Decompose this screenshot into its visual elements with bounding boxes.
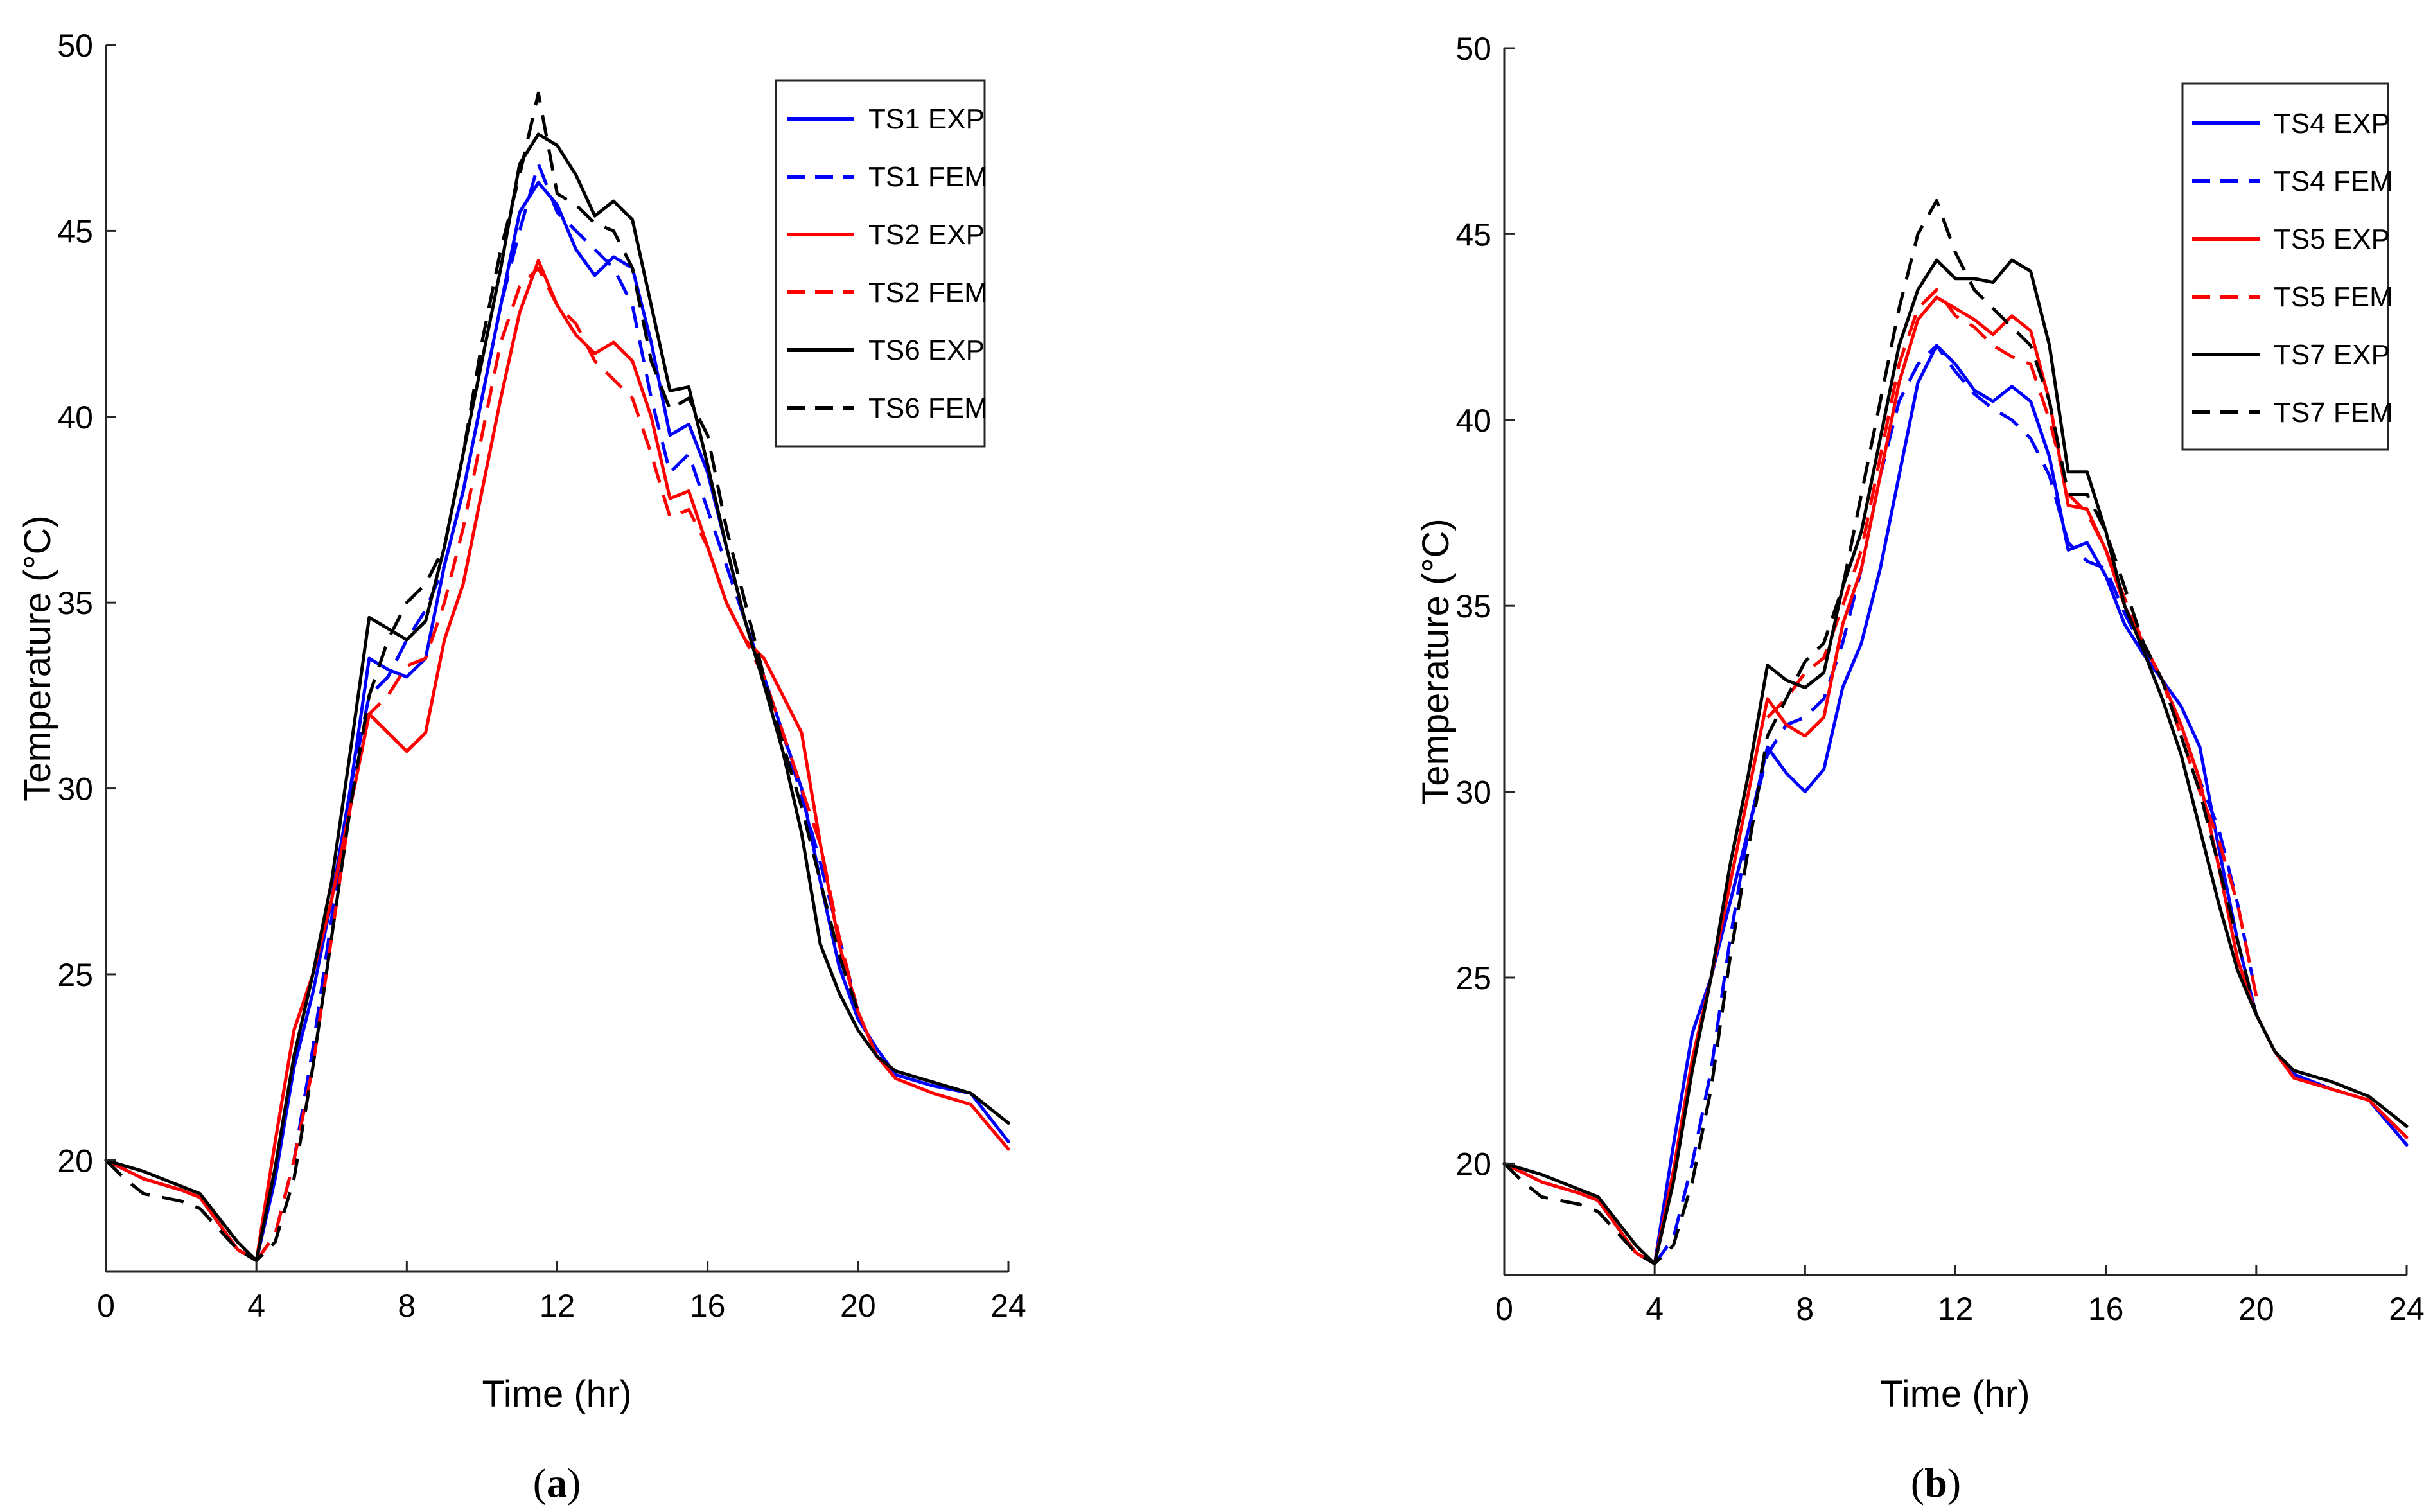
y-tick-label: 45	[1455, 216, 1491, 252]
series-group-a	[104, 91, 1010, 1263]
series-line-ts7-fem	[1503, 198, 2258, 1266]
legend-label: TS4 FEM	[2274, 166, 2393, 197]
panel-letter-a: a	[547, 1460, 567, 1506]
panel-letter-b: b	[1924, 1460, 1947, 1506]
y-tick-label: 30	[57, 771, 93, 807]
x-tick-label: 20	[2238, 1291, 2274, 1327]
series-line-ts6-exp	[104, 132, 1010, 1263]
legend-box-b	[2181, 82, 2389, 451]
legend-label: TS2 FEM	[868, 277, 988, 308]
panel-label-a: (a)	[533, 1460, 581, 1506]
series-line-ts1-exp	[104, 180, 1010, 1263]
legend-b: TS4 EXP TS4 FEM TS5 EXP TS5 FEM TS7 EXP TS7 F…	[2181, 82, 2393, 451]
y-axis-label-a: Temperature (°C)	[17, 515, 58, 801]
y-tick-label: 40	[57, 400, 93, 435]
x-tick-label: 0	[1495, 1291, 1513, 1327]
series-line-ts6-fem	[105, 91, 860, 1263]
x-tick-label: 12	[540, 1288, 575, 1324]
y-tick-label: 20	[1455, 1146, 1491, 1182]
x-tick-label: 16	[690, 1288, 726, 1324]
y-axis-label-b: Temperature (°C)	[1415, 518, 1457, 804]
chart-panel-b: 0 4 8 12 16 20 24 20 25 30 35 40 45 50 Time (hr) Temp…	[1415, 31, 2424, 1506]
y-tick-label: 35	[57, 585, 93, 621]
legend-label: TS1 EXP	[868, 103, 985, 135]
series-line-ts1-fem	[255, 162, 860, 1262]
legend-label: TS5 FEM	[2274, 281, 2393, 313]
ticks-group-b: 0 4 8 12 16 20 24 20 25 30 35 40 45 50	[1455, 31, 2424, 1327]
x-tick-label: 24	[990, 1288, 1026, 1324]
panel-label-b: (b)	[1911, 1460, 1961, 1506]
x-tick-label: 16	[2088, 1291, 2124, 1327]
series-line-ts7-exp	[1502, 258, 2409, 1266]
y-tick-label: 45	[57, 213, 93, 249]
legend-label: TS7 FEM	[2274, 397, 2393, 428]
x-tick-label: 4	[1646, 1291, 1664, 1327]
legend-box-a	[775, 79, 986, 448]
legend-label: TS7 EXP	[2274, 339, 2390, 371]
legend-a: TS1 EXP TS1 FEM TS2 EXP TS2 FEM TS6 EXP TS6 F…	[775, 79, 988, 448]
x-tick-label: 24	[2389, 1291, 2424, 1327]
legend-label: TS1 FEM	[868, 161, 988, 193]
legend-label: TS5 EXP	[2274, 224, 2390, 255]
legend-label: TS6 FEM	[868, 392, 988, 424]
y-tick-label: 20	[57, 1143, 93, 1179]
x-axis-label-a: Time (hr)	[482, 1373, 631, 1415]
ticks-group-a: 0 4 8 12 16 20 24 20 25 30 35 40 45 50	[57, 28, 1026, 1324]
y-tick-label: 50	[57, 28, 93, 64]
x-tick-label: 8	[398, 1288, 416, 1324]
chart-panel-a: 0 4 8 12 16 20 24 20 25 30 35 40 45 50 Time (hr) Temp…	[17, 28, 1026, 1506]
x-axis-label-b: Time (hr)	[1880, 1373, 2030, 1415]
y-tick-label: 25	[57, 957, 93, 993]
x-tick-label: 4	[247, 1288, 265, 1324]
series-line-ts4-exp	[1502, 344, 2409, 1266]
legend-label: TS2 EXP	[868, 219, 985, 251]
x-tick-label: 8	[1796, 1291, 1814, 1327]
y-tick-label: 25	[1455, 960, 1491, 996]
x-tick-label: 12	[1938, 1291, 1974, 1327]
legend-label: TS6 EXP	[868, 335, 985, 366]
y-tick-label: 30	[1455, 775, 1491, 811]
series-line-ts5-exp	[1502, 295, 2409, 1266]
legend-label: TS4 EXP	[2274, 108, 2390, 139]
y-tick-label: 50	[1455, 31, 1491, 67]
x-tick-label: 20	[840, 1288, 876, 1324]
x-tick-label: 0	[97, 1288, 115, 1324]
series-group-b	[1502, 198, 2409, 1266]
y-tick-label: 35	[1455, 588, 1491, 624]
series-line-ts4-fem	[1653, 344, 2258, 1265]
y-tick-label: 40	[1455, 403, 1491, 439]
